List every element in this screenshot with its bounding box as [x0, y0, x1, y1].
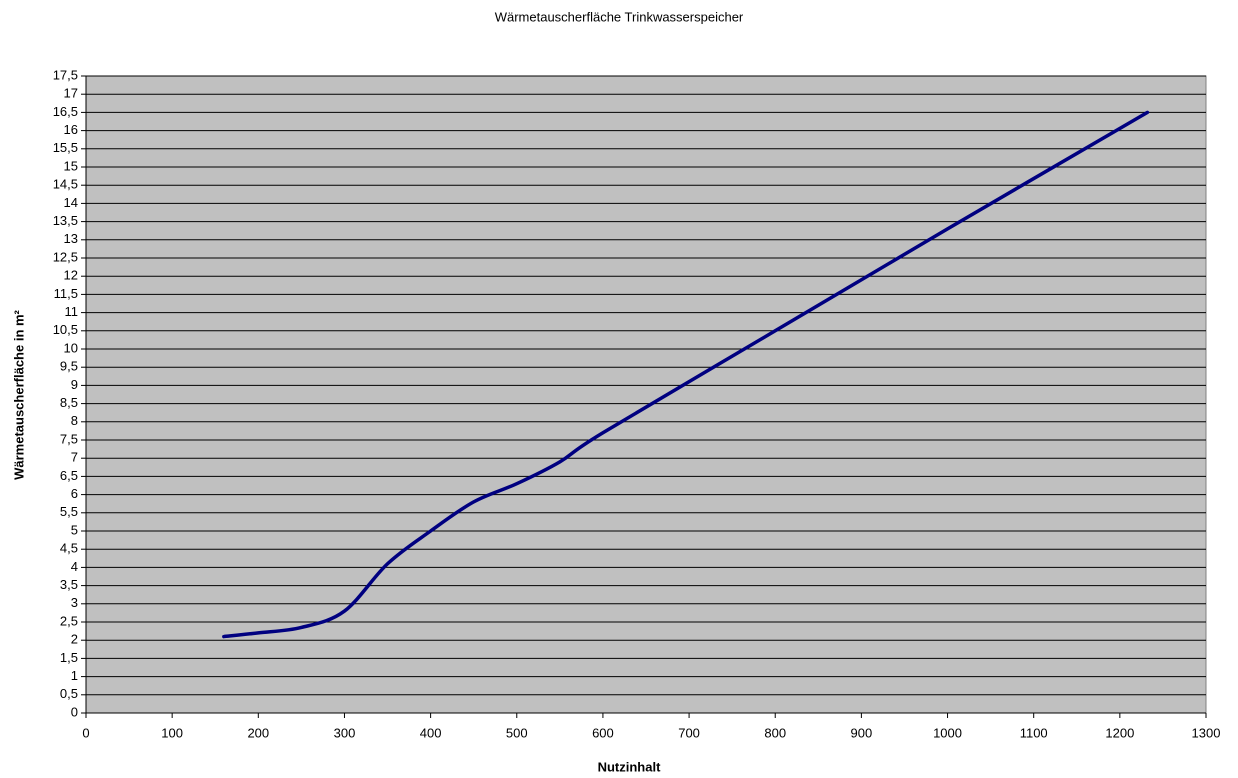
x-tick-label: 0: [82, 725, 89, 740]
y-tick-label: 5: [71, 522, 78, 537]
y-tick-label: 2,5: [60, 613, 78, 628]
y-tick-label: 8,5: [60, 395, 78, 410]
y-tick-label: 9,5: [60, 359, 78, 374]
y-tick-label: 7,5: [60, 431, 78, 446]
y-tick-label: 4,5: [60, 541, 78, 556]
x-tick-label: 700: [678, 725, 700, 740]
y-tick-label: 0: [71, 704, 78, 719]
x-tick-label: 200: [247, 725, 269, 740]
x-tick-label: 1000: [933, 725, 962, 740]
y-tick-label: 14,5: [53, 177, 78, 192]
y-tick-label: 15: [64, 158, 78, 173]
y-tick-label: 17,5: [53, 67, 78, 82]
x-tick-label: 900: [851, 725, 873, 740]
y-axis-label: Wärmetauscherfläche in m²: [11, 309, 26, 479]
y-tick-label: 7: [71, 450, 78, 465]
x-tick-label: 800: [764, 725, 786, 740]
y-tick-label: 10,5: [53, 322, 78, 337]
y-tick-label: 1,5: [60, 650, 78, 665]
line-series: [222, 110, 1150, 639]
y-tick-label: 3,5: [60, 577, 78, 592]
y-tick-label: 0,5: [60, 686, 78, 701]
y-tick-label: 2: [71, 632, 78, 647]
x-tick-label: 500: [506, 725, 528, 740]
y-tick-label: 12,5: [53, 249, 78, 264]
y-tick-label: 14: [64, 195, 78, 210]
x-tick-label: 300: [334, 725, 356, 740]
y-tick-label: 15,5: [53, 140, 78, 155]
y-tick-label: 17: [64, 86, 78, 101]
plot-area: [85, 75, 1207, 714]
x-tick-label: 400: [420, 725, 442, 740]
x-tick-label: 1200: [1105, 725, 1134, 740]
y-tick-label: 8: [71, 413, 78, 428]
y-tick-label: 6,5: [60, 468, 78, 483]
y-tick-label: 3: [71, 595, 78, 610]
y-tick-label: 5,5: [60, 504, 78, 519]
y-tick-label: 4: [71, 559, 78, 574]
y-tick-label: 11,5: [54, 286, 78, 301]
y-tick-label: 9: [71, 377, 78, 392]
y-tick-label: 13,5: [53, 213, 78, 228]
y-tick-label: 10: [64, 340, 78, 355]
x-tick-label: 600: [592, 725, 614, 740]
y-tick-label: 13: [64, 231, 78, 246]
y-tick-label: 11: [65, 304, 79, 319]
y-tick-label: 1: [71, 668, 78, 683]
y-tick-label: 16,5: [53, 104, 78, 119]
x-axis-label: Nutzinhalt: [598, 759, 661, 774]
x-tick-label: 1100: [1020, 725, 1048, 740]
y-tick-label: 6: [71, 486, 78, 501]
x-tick-label: 1300: [1192, 725, 1221, 740]
chart-title: Wärmetauscherfläche Trinkwasserspeicher: [495, 9, 744, 24]
y-tick-label: 12: [64, 268, 78, 283]
y-tick-label: 16: [64, 122, 78, 137]
x-tick-label: 100: [161, 725, 183, 740]
